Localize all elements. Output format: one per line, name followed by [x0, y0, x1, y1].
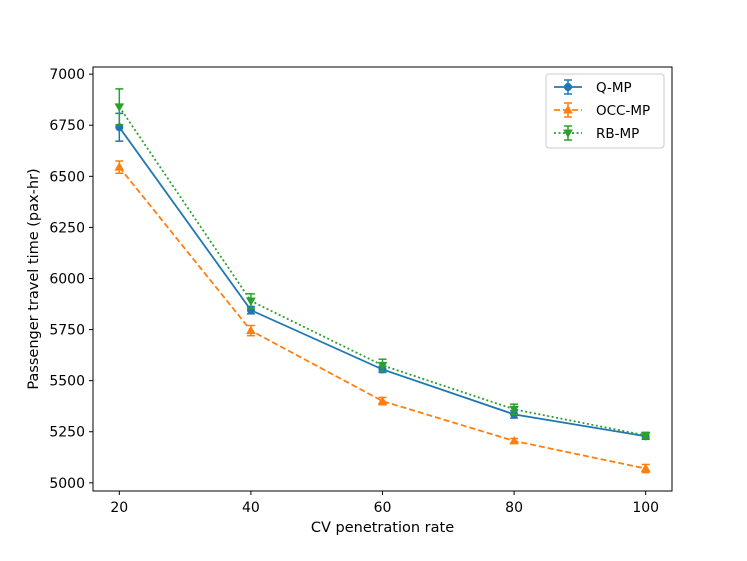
x-axis-ticks: 20 40 60 80 100 — [110, 491, 659, 516]
data-point-occ-mp — [640, 463, 651, 473]
data-point-rb-mp — [246, 297, 256, 306]
x-tick-label: 40 — [242, 500, 260, 516]
y-tick-label: 6250 — [49, 220, 85, 236]
x-tick-label: 60 — [374, 500, 392, 516]
plot-lines — [114, 88, 651, 474]
y-tick-label: 5750 — [49, 323, 85, 339]
legend-marker — [564, 83, 572, 91]
series-rb-mp — [114, 88, 651, 441]
y-tick-label: 7000 — [49, 67, 85, 83]
data-point-occ-mp — [377, 396, 388, 405]
series-line-rb-mp — [118, 106, 646, 437]
data-point-rb-mp — [640, 431, 651, 441]
x-tick-label: 80 — [505, 500, 523, 516]
y-tick-label: 5250 — [49, 425, 85, 441]
series-occ-mp — [114, 160, 651, 474]
data-point-rb-mp — [509, 405, 519, 415]
series-line-occ-mp — [118, 166, 646, 470]
legend-item-occ-mp: OCC-MP — [554, 102, 650, 119]
y-tick-label: 6500 — [49, 169, 85, 185]
x-tick-label: 20 — [110, 500, 128, 516]
data-point-occ-mp — [509, 435, 519, 445]
x-axis-label: CV penetration rate — [311, 520, 454, 536]
data-point-rb-mp — [377, 361, 388, 371]
legend-label: Q-MP — [596, 80, 632, 96]
legend-label: RB-MP — [596, 126, 639, 142]
legend-frame — [545, 73, 665, 149]
legend-item-rb-mp: RB-MP — [554, 125, 639, 142]
legend-marker — [563, 129, 573, 139]
y-axis-label: Passenger travel time (pax-hr) — [26, 168, 42, 389]
data-point-rb-mp — [114, 103, 125, 112]
y-axis-ticks: 5000 5250 5500 5750 6000 6250 6500 6750 7000 — [49, 67, 93, 492]
y-tick-label: 6750 — [49, 118, 85, 134]
y-tick-label: 5000 — [49, 476, 85, 492]
legend-label: OCC-MP — [596, 103, 650, 119]
legend-marker — [563, 104, 573, 114]
data-point-occ-mp — [114, 162, 125, 171]
legend: Q-MP OCC-MP RB-MP — [545, 73, 665, 149]
y-tick-label: 5500 — [49, 374, 85, 390]
y-tick-label: 6000 — [49, 271, 85, 287]
x-tick-label: 100 — [632, 500, 659, 516]
data-point-occ-mp — [246, 325, 256, 335]
series-q-mp — [115, 112, 650, 441]
legend-item-q-mp: Q-MP — [554, 79, 632, 96]
series-line-q-mp — [118, 126, 646, 438]
